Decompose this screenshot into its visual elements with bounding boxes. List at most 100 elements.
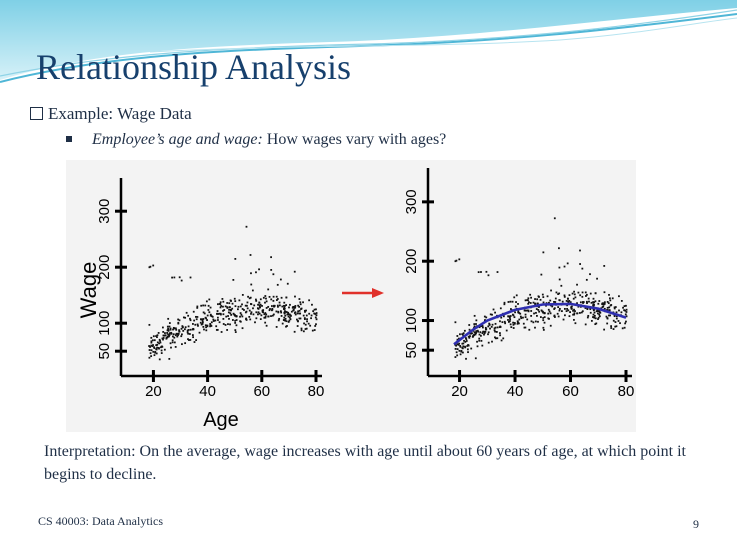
left-data-point — [312, 310, 315, 313]
left-data-point — [265, 297, 267, 300]
left-xlabel: Age — [203, 409, 239, 431]
right-data-point — [609, 299, 612, 302]
left-data-point — [180, 279, 183, 282]
left-data-point — [277, 305, 279, 308]
left-data-point — [250, 283, 253, 286]
left-data-point — [275, 299, 278, 301]
left-data-point — [246, 307, 249, 310]
left-data-point — [186, 331, 189, 334]
left-data-point — [271, 305, 273, 307]
right-data-point — [592, 303, 595, 306]
left-data-point — [314, 313, 317, 315]
right-data-point — [594, 292, 597, 295]
right-data-point — [558, 266, 561, 269]
left-data-point — [247, 295, 249, 298]
right-data-point — [469, 332, 472, 335]
left-data-point — [259, 318, 262, 321]
left-data-point — [172, 328, 174, 331]
right-data-point — [620, 311, 623, 314]
left-data-point — [303, 322, 305, 325]
left-data-point — [168, 322, 171, 324]
left-data-point — [233, 297, 236, 300]
left-data-point — [281, 305, 284, 308]
left-data-point — [262, 311, 265, 314]
right-data-point — [487, 325, 490, 328]
left-data-point — [271, 314, 274, 317]
right-data-point — [542, 319, 545, 322]
right-y-tick-label: 50 — [403, 342, 420, 359]
left-data-point — [271, 307, 274, 310]
left-data-point — [304, 318, 306, 320]
right-data-point — [500, 339, 503, 342]
right-data-point — [526, 309, 529, 312]
right-data-point — [511, 300, 514, 303]
left-x-tick-label: 80 — [308, 383, 325, 400]
right-data-point — [456, 348, 459, 351]
left-data-point — [276, 283, 279, 286]
left-data-point — [151, 345, 154, 348]
right-data-point — [542, 326, 545, 329]
left-data-point — [162, 334, 165, 337]
right-data-point — [478, 326, 481, 329]
left-data-point — [238, 299, 241, 302]
right-data-point — [455, 259, 458, 262]
right-data-point — [603, 328, 606, 331]
left-data-point — [278, 304, 281, 307]
left-data-point — [152, 335, 155, 338]
right-data-point — [618, 309, 620, 312]
left-data-point — [210, 321, 213, 324]
right-data-point — [476, 345, 479, 348]
left-data-point — [234, 258, 237, 260]
right-data-point — [610, 325, 613, 328]
left-data-point — [168, 357, 171, 360]
left-data-point — [155, 335, 157, 337]
right-data-point — [548, 301, 550, 304]
left-data-point — [208, 311, 211, 314]
left-data-point — [220, 331, 223, 333]
left-data-point — [159, 341, 162, 344]
left-data-point — [309, 324, 312, 327]
right-data-point — [519, 315, 522, 318]
left-data-point — [169, 342, 172, 345]
right-data-point — [534, 303, 537, 306]
left-data-point — [167, 333, 170, 336]
right-data-point — [586, 300, 588, 303]
right-data-point — [581, 291, 584, 294]
left-data-point — [171, 341, 174, 344]
left-data-point — [272, 273, 275, 276]
right-y-tick-label: 100 — [403, 308, 420, 333]
left-data-point — [167, 329, 170, 332]
left-data-point — [150, 344, 153, 347]
right-data-point — [542, 251, 545, 254]
right-data-point — [610, 304, 613, 306]
left-data-point — [249, 254, 252, 256]
left-data-point — [283, 311, 286, 314]
right-data-point — [475, 319, 478, 322]
left-data-point — [304, 310, 306, 313]
left-data-point — [278, 317, 281, 320]
left-data-point — [300, 307, 303, 310]
bullet-example-text: Example: Wage Data — [48, 104, 192, 123]
right-data-point — [597, 302, 600, 305]
right-data-point — [463, 329, 466, 332]
right-data-point — [537, 309, 540, 311]
left-data-point — [315, 323, 317, 326]
right-data-point — [547, 317, 550, 320]
left-data-point — [288, 313, 291, 316]
page-number: 9 — [693, 517, 699, 531]
right-data-point — [592, 301, 595, 303]
left-data-point — [205, 329, 208, 332]
left-data-point — [287, 315, 290, 318]
right-data-point — [597, 318, 599, 321]
left-data-point — [264, 315, 267, 318]
left-data-point — [181, 343, 183, 346]
right-data-point — [499, 307, 502, 310]
left-data-point — [182, 326, 184, 329]
right-data-point — [601, 306, 604, 308]
right-data-point — [536, 314, 538, 317]
right-data-point — [603, 301, 606, 304]
right-data-point — [619, 322, 621, 325]
right-data-point — [558, 278, 561, 281]
right-data-point — [534, 298, 536, 300]
right-data-point — [468, 336, 471, 339]
